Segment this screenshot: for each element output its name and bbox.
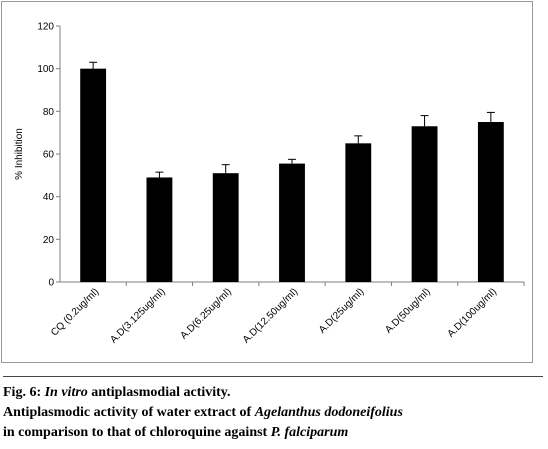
- caption-pathogen: P. falciparum: [270, 425, 349, 440]
- x-tick-label: A.D(12.50ug/ml): [241, 286, 300, 345]
- x-tick-label: A.D(3.125ug/ml): [108, 286, 167, 345]
- y-tick-label: 80: [43, 107, 55, 118]
- y-tick-label: 60: [43, 150, 55, 161]
- bar: [411, 126, 438, 283]
- bar: [212, 173, 239, 282]
- figure-caption: Fig. 6: In vitro antiplasmodial activity…: [3, 383, 545, 443]
- caption-desc-line-2: in comparison to that of chloroquine aga…: [3, 423, 545, 443]
- x-tick-label: CQ (0.2ug/ml): [49, 286, 101, 338]
- x-tick-label: A.D(100ug/ml): [446, 286, 499, 339]
- caption-title-rest: antiplasmodial activity.: [87, 385, 231, 400]
- x-tick-label: A.D(25ug/ml): [317, 286, 366, 335]
- bar: [80, 68, 107, 283]
- x-tick-label: A.D(50ug/ml): [383, 286, 432, 335]
- y-tick-label: 0: [48, 278, 54, 289]
- y-tick-label: 40: [43, 192, 55, 203]
- caption-divider: [3, 376, 543, 377]
- caption-title-line: Fig. 6: In vitro antiplasmodial activity…: [3, 383, 545, 403]
- bar: [345, 143, 372, 282]
- y-tick-label: 120: [37, 22, 54, 33]
- caption-desc-line-1: Antiplasmodic activity of water extract …: [3, 403, 545, 423]
- fig-label: Fig. 6:: [3, 385, 45, 400]
- y-axis-label: % Inhibition: [14, 128, 25, 180]
- y-tick-label: 20: [43, 235, 55, 246]
- chart-frame: % Inhibition 0 20 40 60 80 100 120 CQ (0.2ug/ml…: [1, 1, 533, 363]
- caption-desc-2: in comparison to that of chloroquine aga…: [3, 425, 271, 440]
- caption-desc-1: Antiplasmodic activity of water extract …: [3, 405, 255, 420]
- caption-species: Agelanthus dodoneifolius: [254, 405, 403, 420]
- caption-title-italic: In vitro: [44, 385, 88, 400]
- bar: [146, 177, 173, 282]
- x-tick-label: A.D(6.25ug/ml): [179, 286, 234, 341]
- bar-chart: % Inhibition 0 20 40 60 80 100 120 CQ (0.2ug/ml…: [14, 22, 525, 346]
- y-tick-label: 100: [37, 64, 54, 75]
- bar: [279, 163, 305, 282]
- bar: [477, 122, 504, 282]
